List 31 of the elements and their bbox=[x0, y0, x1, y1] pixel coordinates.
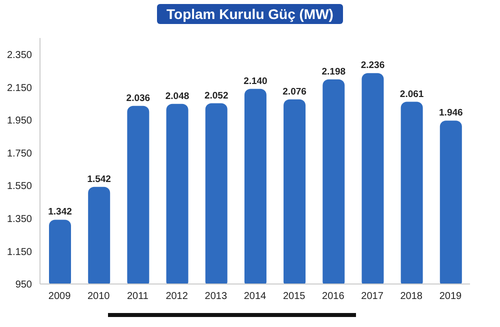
data-label: 2.052 bbox=[204, 90, 228, 102]
chart-title: Toplam Kurulu Güç (MW) bbox=[156, 4, 344, 24]
y-tick-label: 1.950 bbox=[6, 116, 32, 127]
data-label: 2.076 bbox=[282, 86, 306, 98]
data-label: 1.542 bbox=[87, 174, 111, 185]
x-tick-label: 2014 bbox=[244, 291, 267, 302]
x-tick-label: 2019 bbox=[439, 291, 462, 302]
x-tick-label: 2017 bbox=[361, 291, 384, 302]
x-tick-label: 2015 bbox=[282, 291, 306, 302]
data-label: 2.140 bbox=[244, 76, 268, 87]
x-tick-label: 2018 bbox=[400, 291, 423, 302]
data-label: 1.342 bbox=[48, 206, 72, 218]
y-tick-label: 1.750 bbox=[6, 148, 32, 160]
x-tick-label: 2010 bbox=[88, 291, 110, 302]
data-label: 1.946 bbox=[439, 108, 463, 119]
x-tick-label: 2013 bbox=[204, 291, 228, 302]
data-label: 2.048 bbox=[165, 90, 190, 102]
y-tick-label: 2.150 bbox=[6, 82, 32, 94]
data-label: 2.198 bbox=[322, 66, 346, 78]
y-tick-label: 2.350 bbox=[6, 50, 32, 61]
y-tick-label: 1.550 bbox=[6, 181, 32, 192]
x-tick-label: 2012 bbox=[166, 291, 188, 302]
y-tick-label: 950 bbox=[15, 280, 32, 291]
y-tick-label: 1.350 bbox=[6, 214, 32, 225]
data-label: 2.236 bbox=[360, 60, 385, 72]
y-tick-label: 1.150 bbox=[6, 246, 32, 258]
data-label: 2.061 bbox=[400, 88, 424, 100]
x-tick-label: 2016 bbox=[322, 291, 345, 302]
data-label: 2.036 bbox=[126, 92, 150, 104]
x-tick-label: 2011 bbox=[126, 291, 149, 302]
x-tick-label: 2009 bbox=[48, 291, 72, 302]
